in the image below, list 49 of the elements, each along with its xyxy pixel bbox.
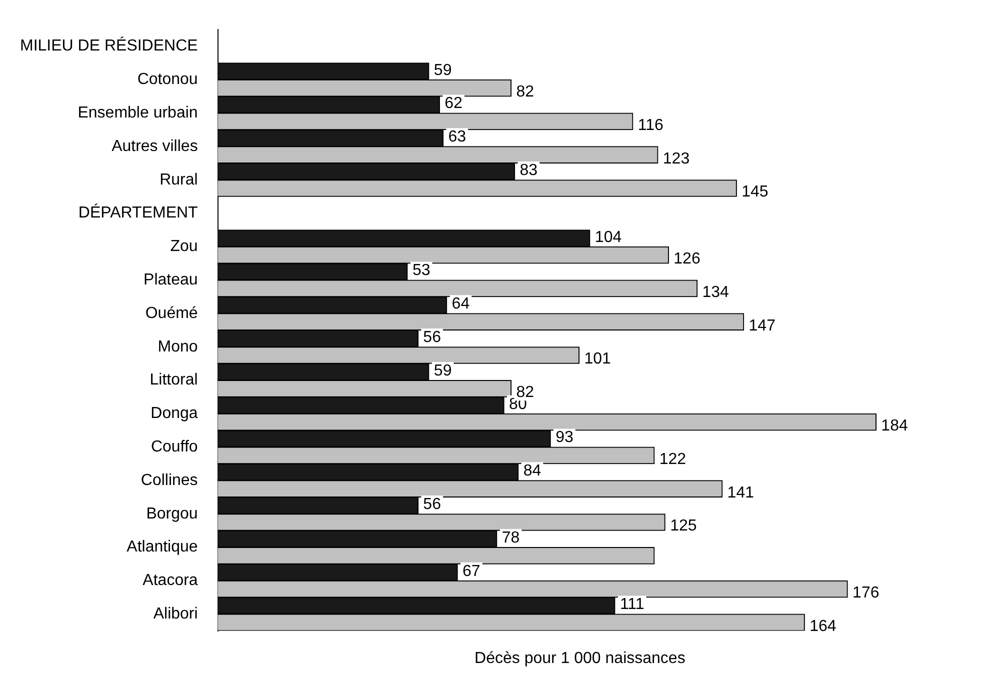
- y-tick-label: Ouémé: [145, 304, 198, 322]
- data-label: 145: [742, 184, 768, 201]
- y-tick-label: Borgou: [146, 505, 198, 522]
- data-label: 126: [674, 250, 700, 268]
- data-label: 67: [462, 562, 480, 580]
- data-label: 123: [662, 150, 690, 168]
- y-tick-label: DÉPARTEMENT: [78, 204, 198, 222]
- y-tick-label: Mono: [158, 338, 198, 356]
- y-tick-label: Couffo: [150, 438, 198, 456]
- y-tick-label: Atacora: [142, 572, 198, 590]
- y-tick-label: Collines: [140, 472, 198, 489]
- data-label: 64: [452, 296, 470, 313]
- data-label: 111: [620, 596, 644, 614]
- data-label: 134: [702, 284, 730, 301]
- data-label: 147: [748, 317, 776, 334]
- data-label: 122: [659, 450, 686, 468]
- y-tick-label: Plateau: [144, 272, 198, 289]
- data-label: 141: [727, 484, 754, 502]
- data-label: 56: [423, 328, 442, 346]
- data-label: 59: [434, 362, 452, 380]
- x-axis-title: Décès pour 1 000 naissances: [474, 650, 686, 667]
- data-label: 184: [881, 417, 908, 434]
- data-label: 176: [852, 584, 880, 602]
- y-tick-label: Ensemble urbain: [78, 104, 198, 122]
- data-label: 56: [423, 496, 442, 513]
- data-label: 101: [584, 350, 611, 368]
- data-label: 59: [434, 62, 452, 79]
- y-tick-label: Cotonou: [137, 71, 198, 88]
- data-label: 116: [638, 116, 664, 134]
- y-tick-label: Autres villes: [112, 138, 198, 155]
- data-label: 84: [523, 462, 542, 480]
- y-tick-label: Alibori: [153, 606, 198, 623]
- data-label: 53: [412, 262, 430, 280]
- y-tick-label: Rural: [160, 171, 198, 188]
- y-tick-label: Atlantique: [126, 538, 198, 556]
- data-label: 63: [448, 128, 466, 146]
- data-label: 164: [810, 618, 836, 635]
- data-label: 82: [516, 384, 534, 402]
- data-label: 104: [594, 228, 622, 246]
- data-label: 83: [520, 162, 538, 179]
- y-tick-label: Zou: [170, 238, 198, 256]
- y-tick-label: MILIEU DE RÉSIDENCE: [20, 36, 198, 55]
- data-label: 93: [556, 429, 574, 446]
- data-label: 62: [444, 95, 463, 112]
- data-label: 78: [502, 529, 520, 546]
- data-label: 82: [516, 83, 534, 100]
- y-tick-label: Littoral: [150, 372, 198, 389]
- data-label: 125: [670, 518, 697, 535]
- y-tick-label: Donga: [150, 405, 198, 422]
